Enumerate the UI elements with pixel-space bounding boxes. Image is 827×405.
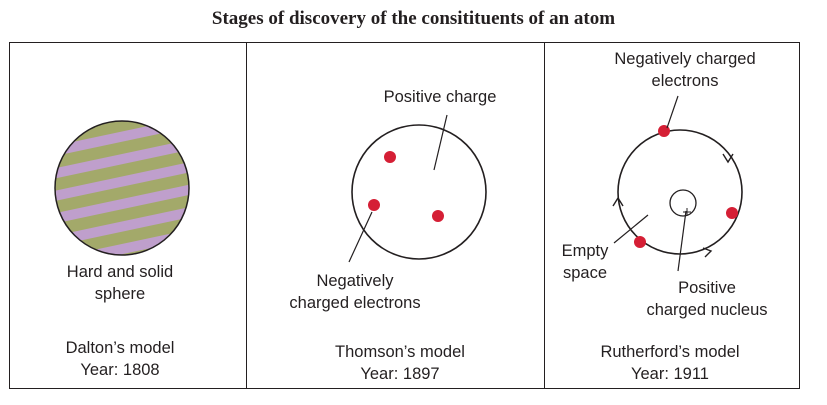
thomson-electrons-label: Negatively charged electrons xyxy=(270,270,440,314)
thomson-year: Year: 1897 xyxy=(360,365,440,383)
nucleus-pointer xyxy=(677,210,687,272)
dalton-model-info: Dalton’s model Year: 1808 xyxy=(40,337,200,381)
rutherford-atom xyxy=(612,95,743,272)
rutherford-empty-space-label: Empty space xyxy=(551,240,619,284)
dalton-sphere xyxy=(54,120,190,256)
empty-space-pointer xyxy=(613,214,649,244)
rutherford-year: Year: 1911 xyxy=(631,365,709,383)
rutherford-electrons-line2: electrons xyxy=(651,72,719,90)
electrons-pointer xyxy=(666,95,679,129)
positive-charge-pointer xyxy=(433,114,448,171)
panel-divider-2 xyxy=(544,42,545,389)
thomson-positive-label: Positive charge xyxy=(383,88,497,106)
dalton-year: Year: 1808 xyxy=(80,361,160,379)
dalton-caption-line1: Hard and solid xyxy=(66,263,174,281)
orbit-arrow xyxy=(722,153,734,164)
rutherford-electron xyxy=(726,207,738,219)
rutherford-electrons-line1: Negatively charged xyxy=(614,50,756,68)
rutherford-nucleus-line2: charged nucleus xyxy=(646,301,768,319)
rutherford-electron xyxy=(634,236,646,248)
rutherford-nucleus xyxy=(669,189,697,217)
rutherford-nucleus-line1: Positive xyxy=(678,279,736,297)
rutherford-nucleus-label: Positive charged nucleus xyxy=(632,277,782,321)
orbit-arrow xyxy=(702,247,713,258)
thomson-electron xyxy=(368,199,380,211)
dalton-caption-line2: sphere xyxy=(94,285,146,303)
thomson-electron xyxy=(432,210,444,222)
electrons-pointer xyxy=(348,211,373,263)
rutherford-electron xyxy=(658,125,670,137)
diagram-title: Stages of discovery of the consitituents… xyxy=(211,8,616,29)
thomson-model-name: Thomson’s model xyxy=(335,343,465,361)
rutherford-model-name: Rutherford’s model xyxy=(600,343,740,361)
thomson-model-info: Thomson’s model Year: 1897 xyxy=(310,341,490,385)
dalton-caption: Hard and solid sphere xyxy=(40,261,200,305)
rutherford-empty-line2: space xyxy=(562,264,608,282)
thomson-electrons-line1: Negatively xyxy=(316,272,394,290)
rutherford-electrons-label: Negatively charged electrons xyxy=(595,48,775,92)
dalton-model-name: Dalton’s model xyxy=(65,339,175,357)
thomson-electron xyxy=(384,151,396,163)
rutherford-empty-line1: Empty xyxy=(561,242,609,260)
panel-divider-1 xyxy=(246,42,247,389)
thomson-atom xyxy=(348,114,487,263)
rutherford-model-info: Rutherford’s model Year: 1911 xyxy=(580,341,760,385)
orbit-arrow xyxy=(612,196,624,207)
diagram-frame xyxy=(9,42,800,389)
thomson-electrons-line2: charged electrons xyxy=(289,294,421,312)
